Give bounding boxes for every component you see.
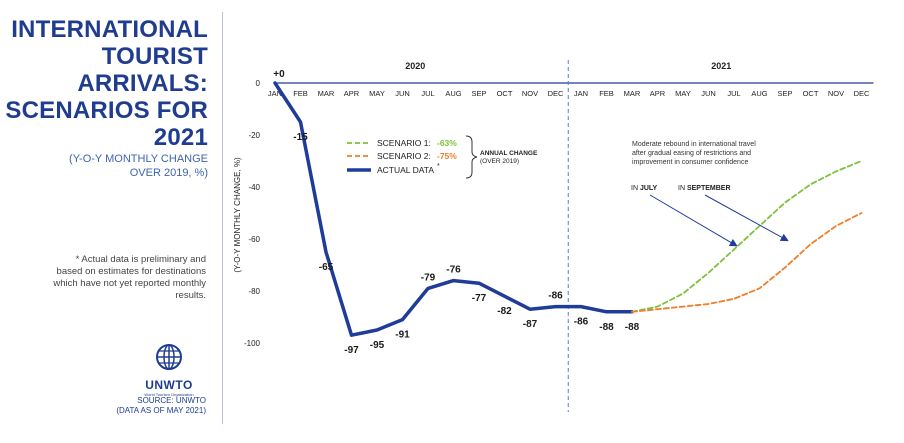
data-label: -91 (395, 330, 410, 341)
annotation-in-september: IN SEPTEMBER (678, 185, 731, 192)
x-tick-label: JUL (727, 89, 740, 98)
data-label: -95 (370, 340, 385, 351)
arrow-in-july (649, 194, 738, 247)
data-label: -97 (344, 345, 359, 356)
source-note: SOURCE: UNWTO (DATA AS OF MAY 2021) (26, 396, 206, 416)
x-tick-label: JUN (701, 89, 716, 98)
globe-icon (156, 344, 182, 370)
annotation-in-july: IN JULY (631, 185, 658, 192)
data-label: -76 (446, 265, 461, 276)
data-label: -82 (497, 306, 512, 317)
x-tick-label: AUG (751, 89, 767, 98)
annual-change-sublabel: (OVER 2019) (480, 158, 519, 165)
arrow-in-september (704, 194, 789, 242)
footnote-line: results. (175, 290, 206, 301)
legend-label-scenario-1: SCENARIO 1: (377, 138, 431, 148)
annotation-note-line: after gradual easing of restrictions and (632, 150, 751, 157)
series-line-scenario-2 (631, 212, 863, 313)
logo-wordmark: UNWTO (145, 378, 193, 392)
title-line: ARRIVALS: (77, 70, 208, 97)
x-tick-label: OCT (497, 89, 513, 98)
data-label: -65 (319, 262, 334, 273)
x-tick-label: JUN (395, 89, 410, 98)
unwto-logo: UNWTO World Tourism Organization (134, 343, 204, 397)
x-tick-label: JAN (268, 89, 282, 98)
footnote-line: * Actual data is preliminary and (75, 254, 206, 265)
legend-change-scenario-2: -75% (437, 151, 457, 161)
footnote: * Actual data is preliminary and based o… (16, 254, 206, 302)
legend-label-actual: ACTUAL DATA (377, 165, 434, 175)
data-label: -86 (574, 317, 589, 328)
infographic-subtitle: (Y-O-Y MONTHLY CHANGE OVER 2019, %) (8, 152, 208, 180)
title-line: SCENARIOS FOR (5, 97, 208, 124)
y-axis-label: (Y-O-Y MONTHLY CHANGE, %) (233, 157, 242, 273)
series-line-actual (273, 81, 634, 337)
annotation-note-line: improvement in consumer confidence (632, 159, 748, 166)
x-tick-label: DEC (854, 89, 870, 98)
y-tick-label: -60 (248, 235, 260, 244)
x-tick-label: FEB (293, 89, 308, 98)
title-line: 2021 (153, 124, 208, 151)
x-tick-label: SEP (777, 89, 792, 98)
annotation-note-line: Moderate rebound in international travel (632, 141, 756, 148)
x-tick-label: DEC (548, 89, 564, 98)
source-line: (DATA AS OF MAY 2021) (116, 406, 206, 415)
infographic-title: INTERNATIONAL TOURIST ARRIVALS: SCENARIO… (3, 16, 208, 151)
y-tick-label: -40 (248, 183, 260, 192)
legend-bracket (465, 135, 478, 179)
data-label: -88 (625, 322, 640, 333)
legend-label-scenario-2: SCENARIO 2: (377, 151, 431, 161)
year-label-2020: 2020 (405, 61, 425, 71)
data-label: +0 (273, 69, 285, 80)
x-tick-label: JAN (574, 89, 588, 98)
legend-footnote-marker: * (437, 163, 440, 170)
legend-change-scenario-1: -63% (437, 138, 457, 148)
x-tick-label: FEB (599, 89, 614, 98)
subtitle-line: OVER 2019, %) (129, 167, 208, 179)
x-tick-label: APR (650, 89, 666, 98)
subtitle-line: (Y-O-Y MONTHLY CHANGE (69, 153, 208, 165)
footnote-line: which have not yet reported monthly (53, 278, 206, 289)
x-tick-label: MAR (624, 89, 641, 98)
x-tick-label: JUL (421, 89, 434, 98)
x-tick-label: OCT (803, 89, 819, 98)
y-tick-label: -80 (248, 287, 260, 296)
data-label: -87 (523, 319, 538, 330)
x-tick-label: MAY (369, 89, 385, 98)
data-label: -79 (421, 272, 436, 283)
y-tick-label: -100 (244, 339, 261, 348)
left-panel: INTERNATIONAL TOURIST ARRIVALS: SCENARIO… (0, 0, 222, 443)
x-tick-label: APR (344, 89, 360, 98)
data-label: -15 (293, 132, 308, 143)
x-tick-label: MAR (318, 89, 335, 98)
data-label: -77 (472, 293, 487, 304)
y-tick-label: -20 (248, 131, 260, 140)
panel-divider (222, 12, 223, 424)
x-tick-label: NOV (522, 89, 538, 98)
year-label-2021: 2021 (711, 61, 731, 71)
title-line: INTERNATIONAL (11, 16, 208, 43)
source-line: SOURCE: UNWTO (137, 396, 206, 405)
y-tick-label: 0 (256, 79, 261, 88)
logo-tagline: World Tourism Organization (144, 392, 194, 397)
x-tick-label: AUG (445, 89, 461, 98)
x-tick-label: MAY (675, 89, 691, 98)
footnote-line: based on estimates for destinations (56, 266, 206, 277)
data-label: -86 (548, 291, 563, 302)
x-tick-label: SEP (471, 89, 486, 98)
title-line: TOURIST (101, 43, 208, 70)
series-line-scenario-1 (631, 160, 863, 313)
data-label: -88 (599, 322, 614, 333)
x-tick-label: NOV (828, 89, 844, 98)
annual-change-label: ANNUAL CHANGE (480, 150, 538, 157)
